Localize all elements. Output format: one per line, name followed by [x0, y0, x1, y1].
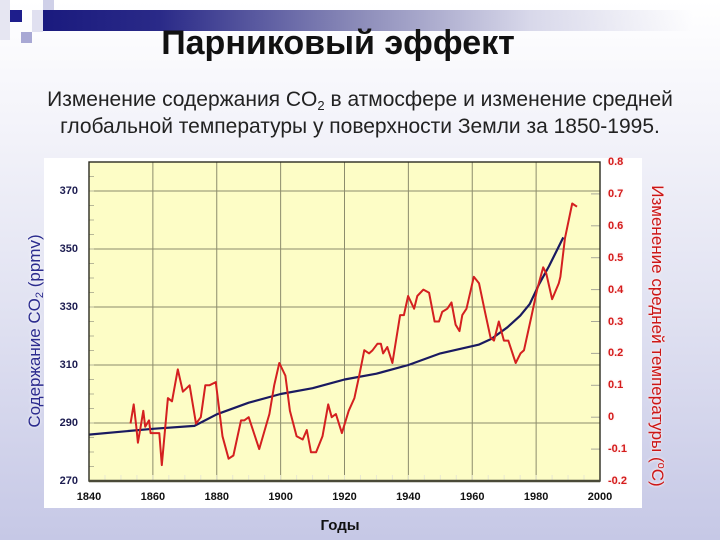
right-axis-title-pre: Изменение средней температуры ( [648, 185, 667, 463]
decor-square-lavender [21, 32, 32, 43]
left-axis-title-post: (ppmv) [25, 234, 44, 292]
left-axis-tick-label: 270 [59, 475, 78, 487]
right-axis-tick-label: 0.7 [608, 187, 624, 200]
subtitle-co2-subscript: 2 [317, 98, 325, 113]
co2-line [88, 236, 565, 436]
right-axis-tick-label: 0.3 [608, 315, 624, 328]
x-axis-tick-label: 2000 [587, 491, 613, 503]
decor-square-navy [10, 10, 22, 22]
decor-strip [0, 0, 10, 40]
left-axis-tick-label: 350 [59, 243, 78, 255]
right-axis-tick-label: 0.4 [608, 283, 624, 296]
right-axis-tick-label: 0.6 [608, 219, 624, 232]
right-axis-title-post: C) [648, 468, 667, 487]
subtitle-line-1-post: в атмосфере и изменение средней [324, 88, 673, 111]
x-axis-tick-label: 1980 [523, 491, 549, 503]
x-axis-tick-label: 1960 [460, 491, 485, 503]
subtitle-line-1-pre: Изменение содержания CO [47, 88, 318, 111]
subtitle-line-2: глобальной температуры у поверхности Зем… [60, 115, 660, 138]
left-axis-tick-label: 290 [59, 417, 78, 429]
right-axis-tick-label: -0.2 [608, 475, 627, 487]
slide-title: Парниковый эффект [161, 24, 515, 62]
header-band [43, 10, 693, 31]
right-axis-tick-label: 0 [608, 411, 615, 424]
temperature-line [129, 202, 578, 467]
left-axis-title-pre: Содержание CO [25, 298, 44, 428]
left-axis-title-sub: 2 [34, 291, 46, 299]
right-axis-tick-label: 0.8 [608, 156, 624, 168]
decor-square-pale [32, 10, 43, 32]
x-axis-tick-label: 1940 [396, 491, 421, 503]
x-axis-title: Годы [320, 517, 360, 534]
x-axis-tick-label: 1840 [76, 491, 102, 503]
x-axis-tick-label: 1900 [268, 491, 293, 503]
left-axis-tick-label: 370 [59, 185, 78, 197]
right-axis-tick-label: 0.2 [608, 347, 624, 360]
right-axis-tick-label: -0.1 [608, 443, 627, 456]
left-axis-tick-label: 310 [59, 359, 78, 371]
left-axis-title: Содержание CO2 (ppmv) [25, 211, 46, 451]
right-axis-tick-label: 0.5 [608, 251, 624, 264]
x-axis-tick-label: 1880 [204, 491, 229, 503]
subtitle-line-1: Изменение содержания CO2 в атмосфере и и… [0, 87, 720, 113]
right-axis-tick-label: 0.1 [608, 379, 624, 392]
left-axis-tick-label: 330 [59, 301, 78, 313]
x-axis-tick-label: 1920 [332, 491, 357, 503]
right-axis-title: Изменение средней температуры (oC) [647, 156, 667, 516]
x-axis-tick-label: 1860 [140, 491, 166, 503]
